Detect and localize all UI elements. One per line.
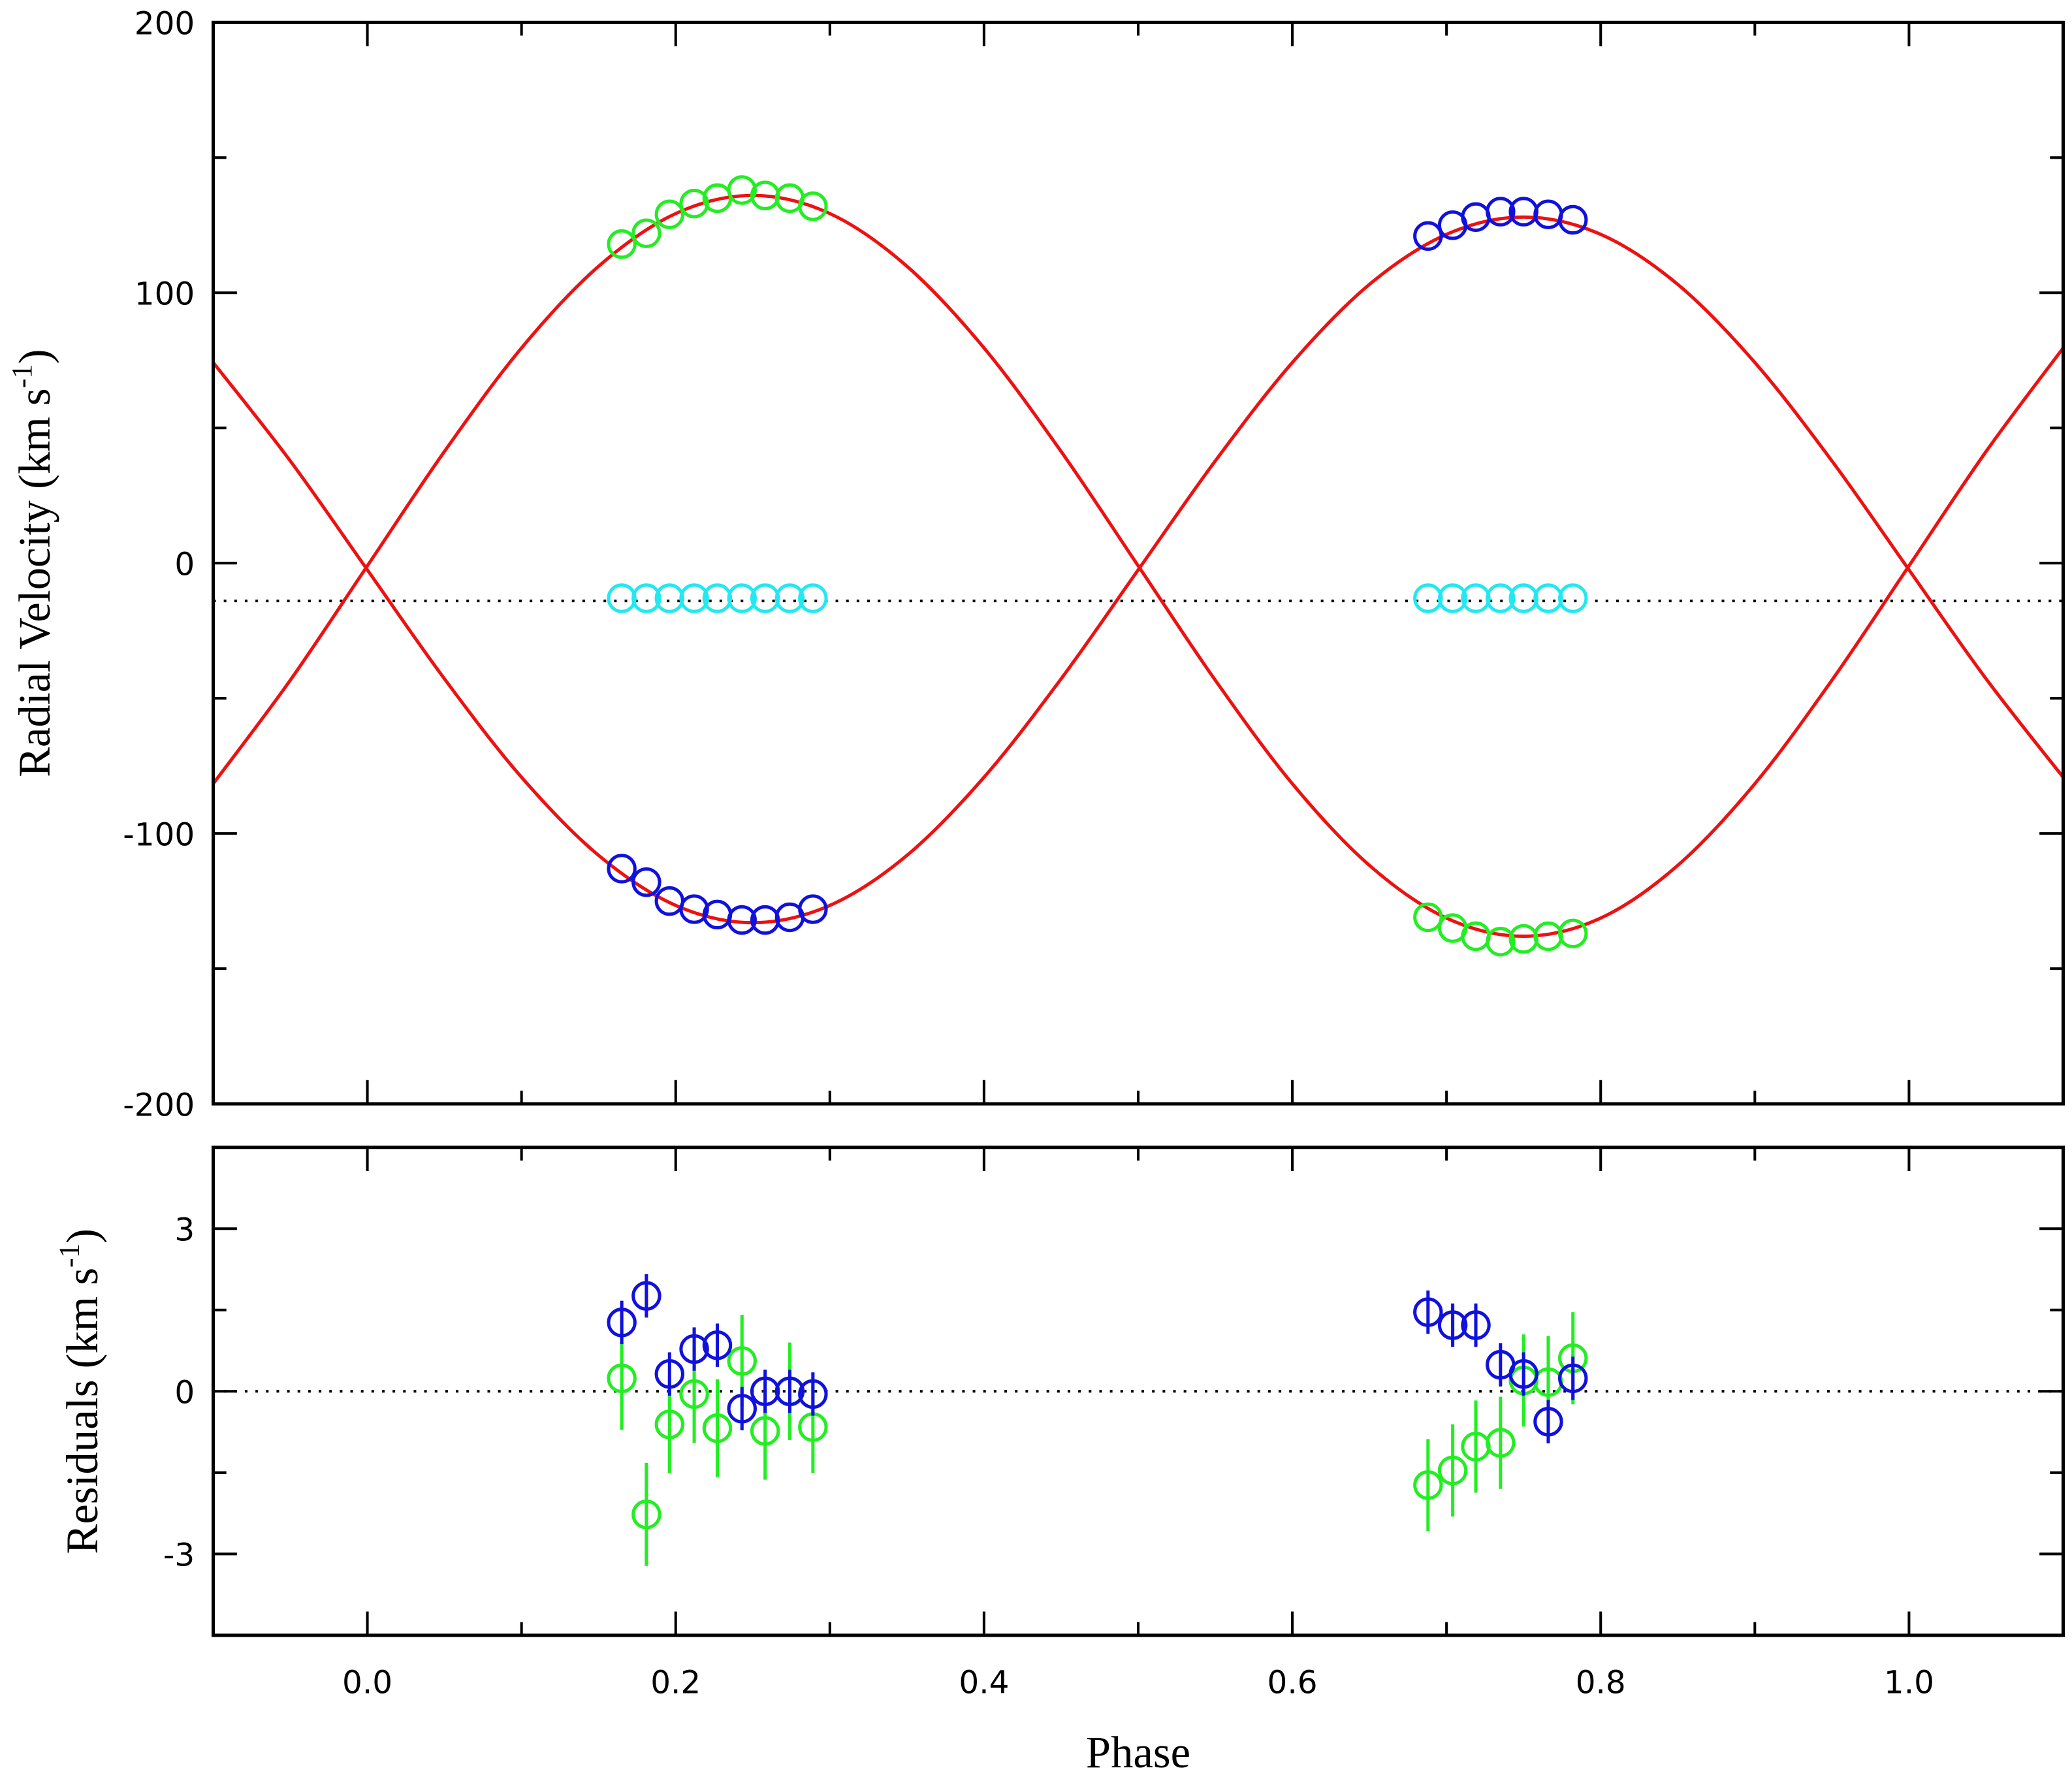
- data-point: [702, 583, 733, 613]
- data-point: [1413, 583, 1443, 613]
- data-point: [1486, 927, 1516, 957]
- data-point: [774, 1376, 805, 1407]
- data-point: [1413, 1297, 1443, 1327]
- plot-frame: [211, 20, 2065, 1106]
- data-point: [1461, 1310, 1491, 1340]
- data-point: [750, 1416, 780, 1446]
- y-tick-label: 100: [135, 276, 195, 312]
- data-point: [679, 583, 709, 613]
- y-tick-label: 0: [174, 1374, 195, 1411]
- plot-frame: [211, 1146, 2065, 1637]
- data-point: [1486, 583, 1516, 613]
- data-point: [679, 1334, 709, 1364]
- y-tick-label: 0: [174, 546, 195, 583]
- data-point: [1486, 1428, 1516, 1458]
- data-point: [1461, 583, 1491, 613]
- model-curve: [212, 193, 2065, 938]
- data-point: [1508, 583, 1538, 613]
- data-point: [1413, 902, 1443, 933]
- data-point: [607, 229, 637, 259]
- data-point: [1508, 1359, 1538, 1389]
- data-point: [727, 175, 757, 205]
- y-tick-label: -3: [163, 1537, 195, 1574]
- data-point: [702, 1330, 733, 1360]
- model-curve: [212, 215, 2065, 925]
- data-point: [727, 1346, 757, 1376]
- data-point: [1437, 583, 1468, 613]
- data-point: [607, 583, 637, 613]
- x-tick-label: 0.6: [1267, 1665, 1318, 1701]
- data-point: [798, 191, 828, 221]
- data-point: [1558, 918, 1588, 949]
- data-point: [1533, 583, 1563, 613]
- data-point: [1558, 583, 1588, 613]
- y-tick-label: -100: [123, 816, 195, 853]
- data-point: [1437, 1310, 1468, 1340]
- data-point: [750, 583, 780, 613]
- data-point: [1413, 1470, 1443, 1500]
- data-point: [631, 1281, 661, 1311]
- data-point: [679, 894, 709, 924]
- x-tick-label: 0.8: [1576, 1665, 1626, 1701]
- data-point: [750, 1376, 780, 1407]
- x-tick-label: 0.2: [650, 1665, 701, 1701]
- data-point: [607, 1308, 637, 1338]
- y-axis-label: Radial Velocity (km s-1): [5, 349, 59, 777]
- data-point: [702, 1413, 733, 1443]
- y-tick-label: 200: [135, 6, 195, 42]
- data-point: [631, 1500, 661, 1530]
- data-point: [607, 854, 637, 884]
- data-point: [654, 199, 685, 229]
- y-axis-label-text: Radial Velocity (km s: [10, 388, 59, 777]
- data-point: [1461, 202, 1491, 233]
- data-point: [774, 583, 805, 613]
- data-point: [631, 218, 661, 248]
- data-point: [727, 1394, 757, 1424]
- data-point: [631, 867, 661, 897]
- data-point: [679, 188, 709, 219]
- data-point: [654, 583, 685, 613]
- data-point: [631, 583, 661, 613]
- data-point: [654, 1409, 685, 1439]
- y-tick-label: -200: [123, 1087, 195, 1123]
- data-point: [1413, 221, 1443, 251]
- data-point: [1533, 199, 1563, 229]
- data-point: [654, 1359, 685, 1389]
- data-point: [727, 905, 757, 935]
- data-point: [1533, 1407, 1563, 1437]
- x-tick-label: 1.0: [1884, 1665, 1934, 1701]
- data-point: [1486, 197, 1516, 227]
- data-point: [702, 899, 733, 930]
- data-point: [1558, 204, 1588, 235]
- y-axis-label-close: ): [10, 349, 59, 364]
- y-axis-label: Residuals (km s-1): [53, 1229, 107, 1554]
- x-axis-label: Phase: [1086, 1727, 1190, 1777]
- data-point: [798, 894, 828, 924]
- data-point: [679, 1379, 709, 1409]
- data-point: [727, 583, 757, 613]
- data-point: [798, 1379, 828, 1409]
- data-point: [1437, 1455, 1468, 1486]
- data-point: [1558, 1363, 1588, 1394]
- x-tick-label: 0.0: [342, 1665, 392, 1701]
- x-tick-label: 0.4: [959, 1665, 1009, 1701]
- y-axis-label-close: ): [57, 1229, 107, 1244]
- y-axis-label-superscript: -1: [5, 364, 38, 388]
- y-tick-label: 3: [174, 1212, 195, 1248]
- data-point: [607, 1363, 637, 1394]
- data-point: [1461, 921, 1491, 952]
- y-axis-label-superscript: -1: [53, 1244, 86, 1268]
- y-axis-label-text: Residuals (km s: [57, 1268, 107, 1554]
- data-point: [798, 583, 828, 613]
